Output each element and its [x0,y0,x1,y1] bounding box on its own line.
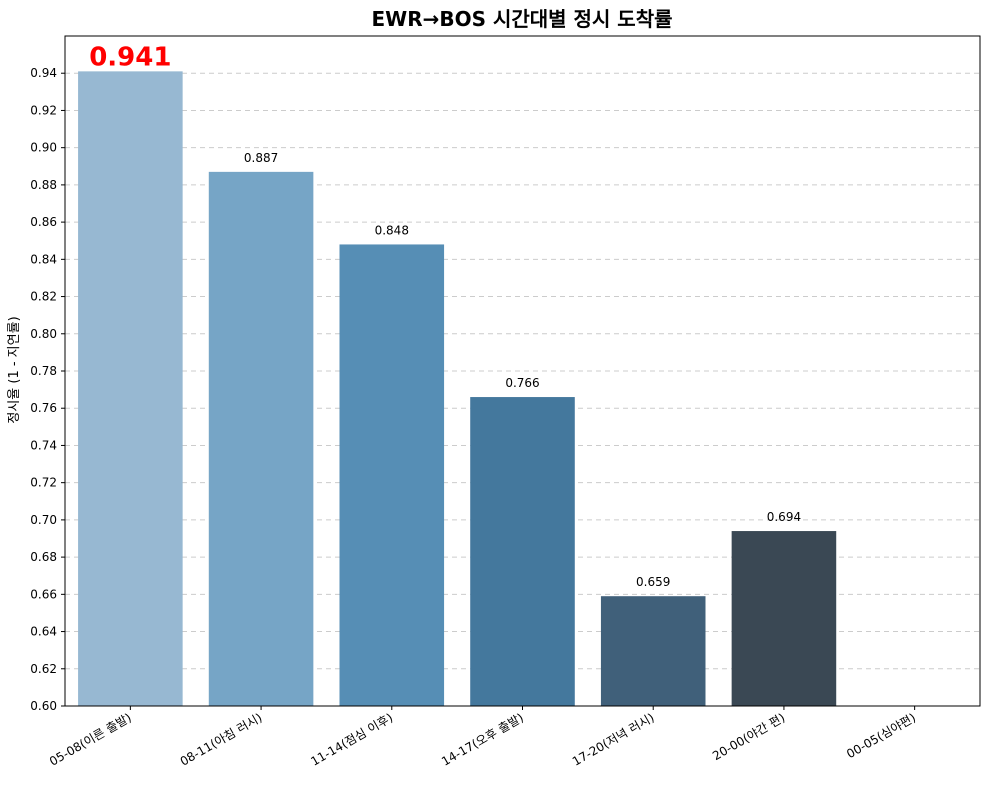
x-axis-ticks: 05-08(이른 출발) 08-11(아침 러시) 11-14(점심 이후) 14-1… [47,706,918,769]
bar [339,244,445,706]
y-tick-label: 0.92 [30,103,57,117]
x-tick-label: 20-00(야간 편) [710,710,787,763]
chart-title: EWR→BOS 시간대별 정시 도착률 [371,7,672,31]
y-tick-label: 0.78 [30,364,57,378]
value-label: 0.941 [89,42,171,72]
y-axis-ticks: 0.60 0.62 0.64 0.66 0.68 0.70 0.72 0.74 0.76 0.78… [30,66,65,713]
value-labels: 0.941 0.887 0.848 0.766 0.659 0.694 [89,42,801,589]
y-tick-label: 0.70 [30,513,57,527]
bar [470,397,575,706]
y-tick-label: 0.88 [30,178,57,192]
y-tick-label: 0.86 [30,215,57,229]
y-tick-label: 0.80 [30,327,57,341]
x-tick-label: 14-17(오후 출발) [439,710,526,768]
bar [731,531,837,706]
y-tick-label: 0.82 [30,290,57,304]
y-tick-label: 0.62 [30,662,57,676]
y-tick-label: 0.94 [30,66,57,80]
y-tick-label: 0.60 [30,699,57,713]
x-tick-label: 11-14(점심 이후) [308,710,395,768]
y-tick-label: 0.90 [30,141,57,155]
y-tick-label: 0.68 [30,550,57,564]
y-tick-label: 0.72 [30,476,57,490]
bars [78,71,837,707]
y-tick-label: 0.64 [30,625,57,639]
y-tick-label: 0.66 [30,587,57,601]
x-tick-label: 00-05(심야편) [844,710,918,761]
plot-frame [64,35,981,707]
y-tick-label: 0.76 [30,401,57,415]
value-label: 0.887 [244,151,278,165]
y-tick-label: 0.74 [30,438,57,452]
y-tick-label: 0.84 [30,252,57,266]
bar [208,171,314,707]
x-tick-label: 08-11(아침 러시) [178,710,265,768]
y-axis-label: 정시율 (1 - 지연률) [7,316,22,423]
bar [78,71,183,707]
value-label: 0.694 [767,510,801,524]
x-tick-label: 17-20(저녁 러시) [570,710,657,768]
value-label: 0.848 [375,223,409,237]
bar [600,596,706,706]
x-tick-label: 05-08(이른 출발) [47,710,134,768]
value-label: 0.659 [636,575,670,589]
value-label: 0.766 [505,376,539,390]
